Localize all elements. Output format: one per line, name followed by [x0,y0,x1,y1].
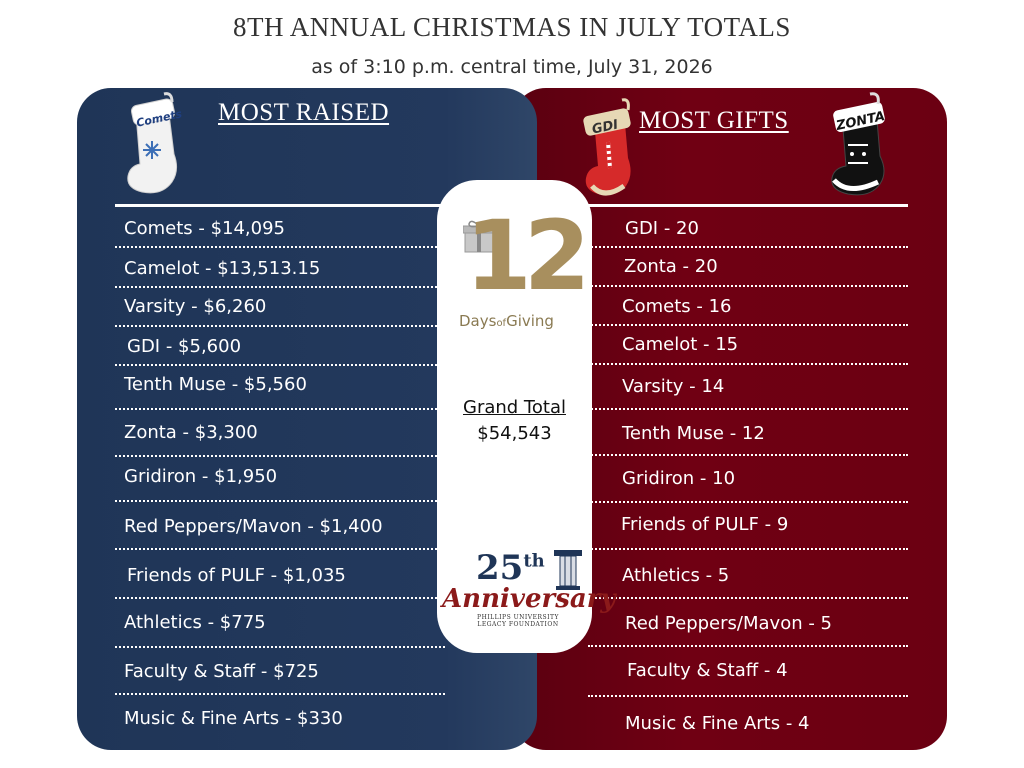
most-gifts-row: Faculty & Staff - 4 [627,660,788,681]
most-gifts-row: GDI - 20 [625,218,699,239]
row-divider [115,597,445,599]
most-raised-row: Red Peppers/Mavon - $1,400 [124,516,383,537]
row-divider [115,548,445,550]
zonta-stocking-icon [831,92,885,196]
giving-word: Giving [506,312,554,330]
comets-stocking-icon [127,92,178,194]
row-divider [588,285,908,287]
grand-total-label: Grand Total [463,397,566,418]
most-gifts-row: Comets - 16 [622,296,732,317]
days-of-giving-text: DaysofGiving [459,312,554,330]
anniversary-logo: 25th Anniversary PHILLIPS UNIVERSITY LEG… [440,548,616,628]
most-raised-row: Friends of PULF - $1,035 [127,565,346,586]
page-title: 8TH ANNUAL CHRISTMAS IN JULY TOTALS [233,12,791,42]
most-raised-row: Camelot - $13,513.15 [124,258,321,279]
gdi-stocking-icon [583,98,631,196]
foot-line-1: PHILLIPS UNIVERSITY [477,614,559,621]
most-gifts-row: Varsity - 14 [622,376,725,397]
most-gifts-row: Red Peppers/Mavon - 5 [625,613,832,634]
row-divider [115,246,445,248]
row-divider [115,364,445,366]
most-raised-row: Gridiron - $1,950 [124,466,278,487]
row-divider [588,324,908,326]
row-divider [588,695,908,697]
row-divider [115,693,445,695]
most-gifts-heading: MOST GIFTS [639,107,789,134]
most-raised-row: GDI - $5,600 [127,336,242,357]
row-divider [115,408,445,410]
most-raised-row: Varsity - $6,260 [124,296,267,317]
days-word: Days [459,312,497,330]
most-gifts-row: Tenth Muse - 12 [622,423,765,444]
of-word: of [496,318,507,329]
row-divider [115,325,445,327]
row-divider [588,597,908,599]
twelve-days-of-giving-logo: 12 DaysofGiving [457,200,591,338]
row-divider [115,646,445,648]
most-raised-row: Zonta - $3,300 [124,422,258,443]
most-raised-row: Music & Fine Arts - $330 [124,708,343,729]
anniversary-number: 25th [476,548,545,588]
anniversary-number-value: 25 [476,548,524,588]
row-divider [115,500,445,502]
row-divider [588,454,908,456]
grand-total-value: $54,543 [477,423,552,444]
anniversary-word: Anniversary [442,584,616,614]
row-divider [588,246,908,248]
legacy-foundation-text: PHILLIPS UNIVERSITY LEGACY FOUNDATION [468,614,568,628]
row-divider [588,501,908,503]
page-subtitle: as of 3:10 p.m. central time, July 31, 2… [311,56,713,78]
twelve-number: 12 [465,200,591,312]
row-divider [588,645,908,647]
row-divider [588,408,908,410]
anniversary-suffix: th [523,550,545,572]
most-gifts-row: Camelot - 15 [622,334,739,355]
row-divider [588,548,908,550]
column-icon [554,550,582,590]
most-raised-heading: MOST RAISED [218,99,390,126]
most-raised-row: Faculty & Staff - $725 [124,661,319,682]
most-raised-rule [115,204,445,207]
most-raised-row: Athletics - $775 [124,612,266,633]
most-raised-row: Comets - $14,095 [124,218,285,239]
row-divider [115,286,445,288]
most-gifts-row: Athletics - 5 [622,565,730,586]
most-gifts-row: Gridiron - 10 [622,468,736,489]
row-divider [588,363,908,365]
most-gifts-row: Zonta - 20 [624,256,718,277]
row-divider [115,455,445,457]
gift-icon [463,220,495,253]
foot-line-2: LEGACY FOUNDATION [477,621,559,628]
most-gifts-row: Friends of PULF - 9 [621,514,789,535]
most-gifts-row: Music & Fine Arts - 4 [625,713,810,734]
most-raised-row: Tenth Muse - $5,560 [124,374,307,395]
most-gifts-rule [588,204,908,207]
